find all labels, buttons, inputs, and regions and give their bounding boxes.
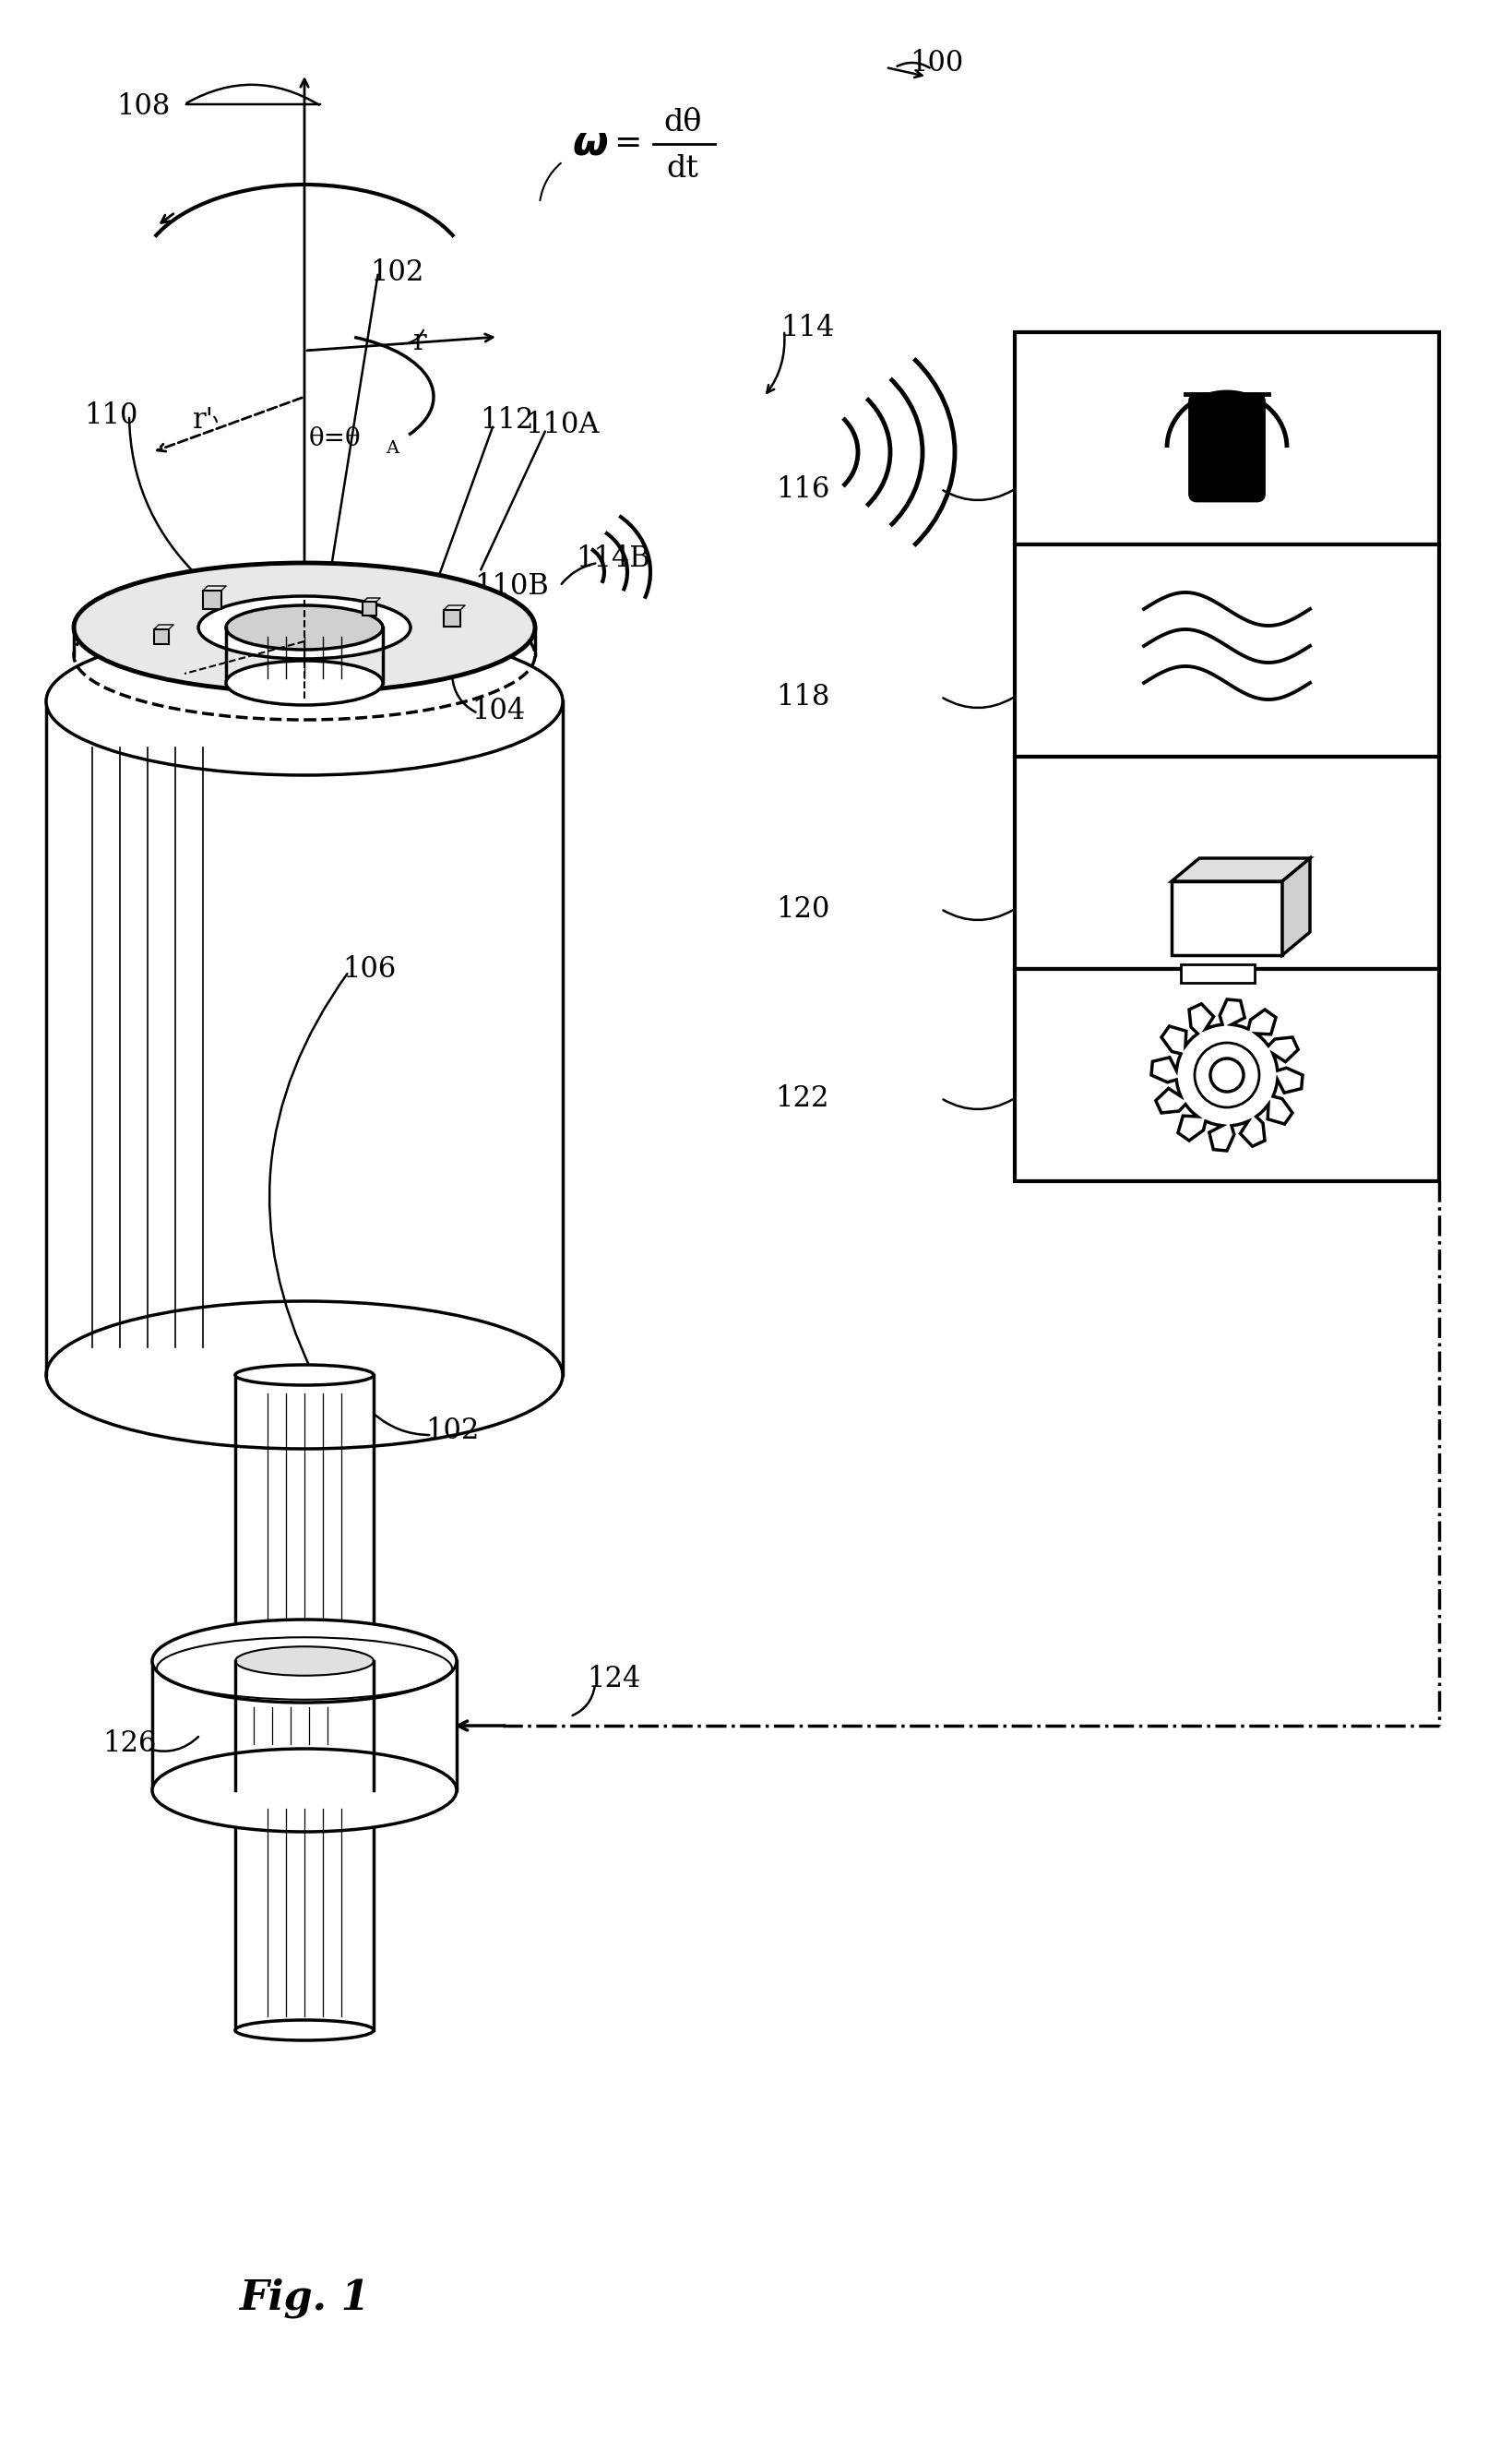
Ellipse shape [234, 2019, 373, 2041]
Text: 114: 114 [780, 312, 833, 341]
Text: 100: 100 [909, 49, 963, 78]
Text: A: A [386, 439, 398, 456]
Bar [1015, 968, 1438, 1180]
Text: 110B: 110B [475, 571, 549, 600]
Polygon shape [1170, 859, 1309, 880]
Text: 102: 102 [425, 1417, 479, 1444]
Text: 106: 106 [342, 954, 396, 983]
Text: 110: 110 [83, 400, 138, 429]
FancyBboxPatch shape [443, 610, 460, 627]
Text: 108: 108 [116, 93, 169, 120]
Text: =: = [612, 127, 641, 159]
Ellipse shape [198, 595, 410, 659]
Text: 118: 118 [776, 683, 829, 712]
Bar [1015, 756, 1438, 968]
Bar [1015, 544, 1438, 756]
Ellipse shape [225, 605, 383, 649]
Ellipse shape [234, 1646, 373, 1676]
Bar [1179, 963, 1253, 983]
Bar [1015, 332, 1438, 544]
Text: 124: 124 [587, 1666, 640, 1693]
Text: 120: 120 [776, 895, 829, 924]
Text: 112: 112 [481, 405, 534, 434]
Text: r: r [413, 327, 426, 356]
Bar [1170, 880, 1282, 956]
Polygon shape [1282, 859, 1309, 956]
FancyBboxPatch shape [154, 629, 169, 644]
Text: 114B: 114B [576, 544, 650, 573]
Ellipse shape [74, 563, 535, 693]
Text: 102: 102 [369, 259, 423, 285]
Ellipse shape [153, 1749, 457, 1832]
Text: dθ: dθ [664, 107, 702, 137]
Text: 122: 122 [776, 1083, 829, 1112]
Text: 110A: 110A [525, 410, 599, 439]
FancyBboxPatch shape [363, 602, 376, 615]
Ellipse shape [153, 1619, 457, 1702]
Ellipse shape [45, 1300, 562, 1449]
Text: 126: 126 [103, 1729, 156, 1759]
Text: dt: dt [667, 154, 699, 183]
FancyBboxPatch shape [203, 590, 221, 610]
Text: $\boldsymbol{\omega}$: $\boldsymbol{\omega}$ [572, 124, 608, 163]
Text: θ=θ: θ=θ [308, 427, 361, 451]
Text: r': r' [192, 405, 213, 434]
FancyBboxPatch shape [1188, 395, 1264, 500]
Bar [45, 702, 562, 1376]
Text: Fig. 1: Fig. 1 [239, 2278, 369, 2317]
Text: 104: 104 [472, 695, 525, 724]
Ellipse shape [225, 661, 383, 705]
Text: 116: 116 [776, 476, 829, 502]
Ellipse shape [234, 1366, 373, 1385]
Ellipse shape [45, 627, 562, 776]
